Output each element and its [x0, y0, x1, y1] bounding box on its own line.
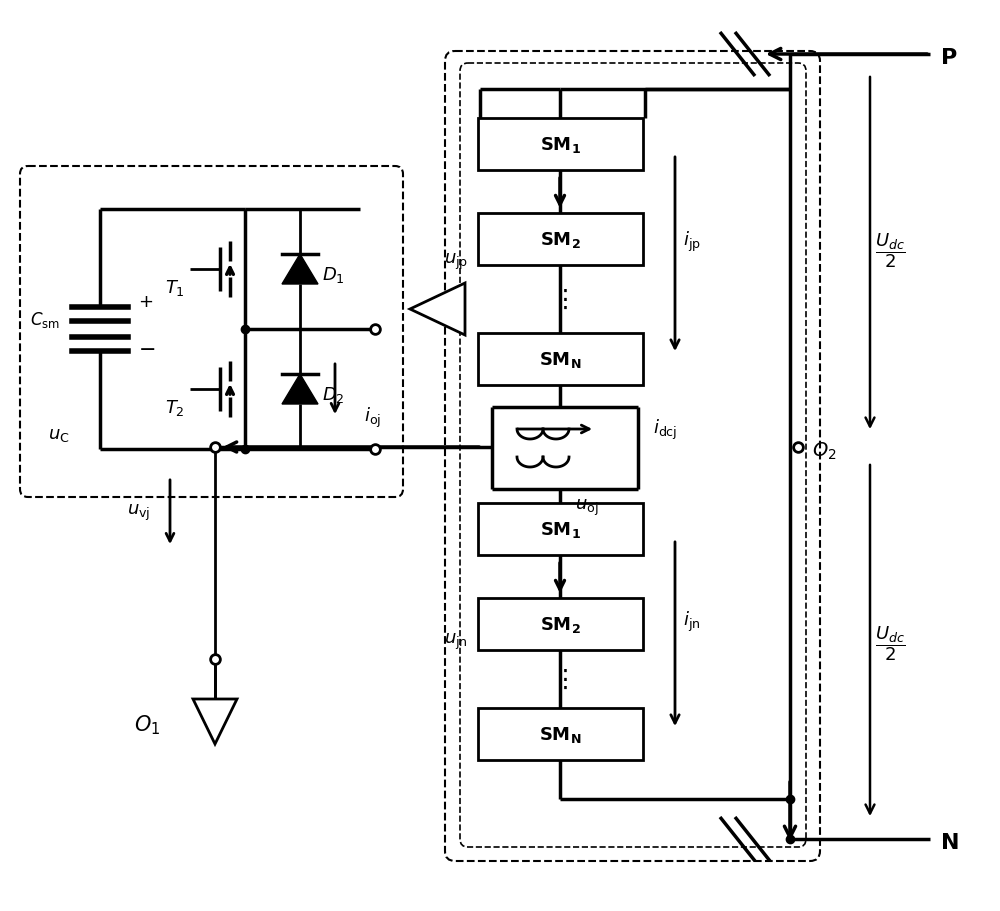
Text: $u_{\rm C}$: $u_{\rm C}$	[48, 425, 70, 444]
Text: $\mathbf{N}$: $\mathbf{N}$	[940, 832, 958, 852]
Text: $D_1$: $D_1$	[322, 265, 345, 284]
Text: $u_{\rm oj}$: $u_{\rm oj}$	[575, 497, 599, 517]
Text: $i_{\rm jn}$: $i_{\rm jn}$	[683, 609, 700, 633]
Text: $\mathbf{SM_N}$: $\mathbf{SM_N}$	[539, 350, 581, 370]
Text: $i_{\rm jp}$: $i_{\rm jp}$	[683, 230, 701, 254]
Text: $\mathbf{SM_2}$: $\mathbf{SM_2}$	[540, 230, 580, 250]
Text: $C_{\rm sm}$: $C_{\rm sm}$	[30, 310, 60, 330]
Text: $O_2$: $O_2$	[812, 440, 837, 461]
Text: $T_2$: $T_2$	[165, 397, 185, 417]
Text: $\mathbf{SM_2}$: $\mathbf{SM_2}$	[540, 614, 580, 634]
FancyBboxPatch shape	[478, 118, 642, 171]
Text: $+$: $+$	[138, 292, 153, 311]
Text: $i_{\rm oj}$: $i_{\rm oj}$	[364, 405, 382, 429]
Text: $D_2$: $D_2$	[322, 384, 345, 404]
Text: $\dfrac{U_{dc}}{2}$: $\dfrac{U_{dc}}{2}$	[875, 624, 906, 662]
Text: $\boldsymbol{O_1}$: $\boldsymbol{O_1}$	[134, 712, 160, 736]
Text: $\mathbf{SM_1}$: $\mathbf{SM_1}$	[540, 519, 580, 539]
Text: $i_{\rm dcj}$: $i_{\rm dcj}$	[653, 417, 677, 442]
Text: $\mathbf{SM_1}$: $\mathbf{SM_1}$	[540, 135, 580, 155]
Text: $u_{\rm jn}$: $u_{\rm jn}$	[444, 631, 468, 651]
Polygon shape	[282, 255, 318, 284]
Text: $\mathbf{P}$: $\mathbf{P}$	[940, 48, 957, 68]
Text: $T_1$: $T_1$	[165, 278, 185, 298]
FancyBboxPatch shape	[478, 599, 642, 650]
Text: $-$: $-$	[138, 338, 155, 358]
Text: $\mathbf{SM_N}$: $\mathbf{SM_N}$	[539, 724, 581, 744]
Polygon shape	[282, 374, 318, 404]
Text: $u_{\rm jp}$: $u_{\rm jp}$	[444, 251, 468, 271]
FancyBboxPatch shape	[478, 214, 642, 266]
Text: $u_{\rm vj}$: $u_{\rm vj}$	[127, 502, 150, 523]
Text: $\dfrac{U_{dc}}{2}$: $\dfrac{U_{dc}}{2}$	[875, 231, 906, 270]
FancyArrow shape	[410, 283, 465, 335]
FancyBboxPatch shape	[478, 333, 642, 385]
FancyBboxPatch shape	[20, 167, 403, 497]
FancyBboxPatch shape	[478, 504, 642, 556]
Text: $\vdots$: $\vdots$	[552, 288, 568, 312]
Text: $\vdots$: $\vdots$	[552, 667, 568, 691]
FancyBboxPatch shape	[478, 708, 642, 760]
